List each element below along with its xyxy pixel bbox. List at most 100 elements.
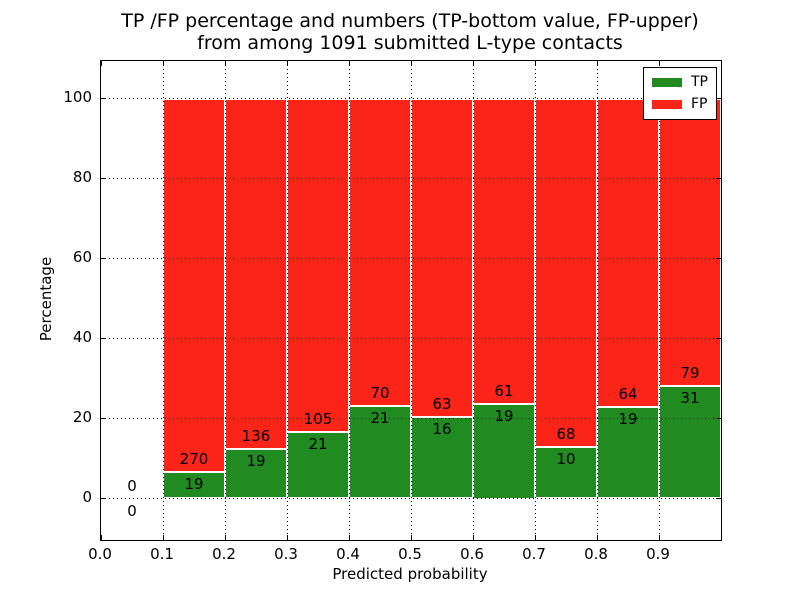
fp-count-label: 0 [127,476,137,495]
fp-count-label: 68 [556,425,576,444]
y-tick-left [101,178,106,179]
x-gridline [348,61,350,540]
x-tick-top [224,61,226,66]
x-tick-bottom [596,535,598,540]
tp-legend-swatch [652,78,682,87]
plot-area: TP FP 0 0 270 19 136 19 105 21 70 21 63 16 61 19 68 10 6… [100,60,722,541]
fp-bar-segment [163,98,225,473]
fp-count-label: 61 [494,381,514,400]
fp-bar-segment [411,98,473,418]
tp-count-label: 19 [494,406,514,425]
fp-bar-segment [535,98,597,448]
y-tick-right [716,178,721,179]
tp-bar-segment [163,472,225,499]
x-tick-label: 0.2 [212,545,236,563]
x-tick-bottom [286,535,288,540]
x-gridline [596,61,598,540]
x-gridline [286,61,288,540]
x-gridline [410,61,412,540]
tp-count-label: 31 [680,388,700,407]
fp-count-label: 70 [370,384,390,403]
tp-count-label: 10 [556,450,576,469]
chart-title-line1: TP /FP percentage and numbers (TP-bottom… [121,10,699,32]
x-tick-label: 0.7 [522,545,546,563]
fp-bar-segment [597,98,659,407]
x-tick-label: 0.5 [398,545,422,563]
x-tick-label: 0.6 [460,545,484,563]
tp-count-label: 21 [370,409,390,428]
tp-legend-label: TP [691,74,708,90]
tp-count-label: 19 [184,475,204,494]
y-tick-label: 80 [72,167,92,186]
x-tick-bottom [410,535,412,540]
y-tick-right [716,418,721,419]
tp-count-label: 16 [432,420,452,439]
tp-bar-segment [225,449,287,499]
x-tick-label: 0.0 [88,545,112,563]
x-tick-top [286,61,288,66]
tp-bar-segment [597,406,659,499]
y-tick-left [101,418,106,419]
x-tick-bottom [472,535,474,540]
fp-bar-segment [287,98,349,432]
chart-title-line2: from among 1091 submitted L-type contact… [197,32,623,54]
x-tick-label: 0.8 [584,545,608,563]
fp-count-label: 64 [618,384,638,403]
fp-count-label: 136 [241,427,271,446]
tp-bar-segment [659,385,721,499]
fp-legend-label: FP [691,96,708,112]
fp-bar-segment [349,98,411,407]
y-tick-right [716,338,721,339]
x-gridline [534,61,536,540]
x-tick-bottom [658,535,660,540]
y-tick-label: 20 [72,407,92,426]
y-tick-left [101,338,106,339]
x-tick-top [472,61,474,66]
y-tick-right [716,258,721,259]
fp-legend-swatch [652,100,682,109]
fp-count-label: 79 [680,363,700,382]
x-gridline [224,61,226,540]
y-tick-left [101,98,106,99]
x-tick-top [348,61,350,66]
tp-bar-segment [535,447,597,499]
x-gridline [162,61,164,540]
tp-count-label: 19 [246,452,266,471]
x-tick-top [596,61,598,66]
y-tick-right [716,498,721,499]
x-tick-bottom [100,535,102,540]
x-gridline [658,61,660,540]
tp-bar-segment [287,431,349,499]
y-tick-label: 60 [72,247,92,266]
x-tick-label: 0.1 [150,545,174,563]
x-tick-bottom [224,535,226,540]
x-tick-top [162,61,164,66]
y-tick-right [716,98,721,99]
x-tick-label: 0.4 [336,545,360,563]
x-gridline [472,61,474,540]
tp-count-label: 19 [618,409,638,428]
tp-count-label: 21 [308,434,328,453]
fp-count-label: 105 [303,409,333,428]
fp-bar-segment [225,98,287,450]
tp-bar-segment [411,417,473,499]
tp-bar-segment [473,403,535,499]
y-tick-label: 40 [72,327,92,346]
y-tick-label: 100 [63,87,92,106]
fp-count-label: 63 [432,395,452,414]
tp-count-label: 0 [127,501,137,520]
fp-count-label: 270 [179,450,209,469]
chart-title: TP /FP percentage and numbers (TP-bottom… [100,10,720,54]
x-tick-label: 0.9 [646,545,670,563]
legend-item-fp: FP [652,97,708,112]
x-tick-label: 0.3 [274,545,298,563]
x-tick-top [410,61,412,66]
x-tick-top [100,61,102,66]
y-tick-left [101,498,106,499]
legend-item-tp: TP [652,75,708,90]
x-tick-top [658,61,660,66]
fp-bar-segment [659,98,721,386]
y-tick-label: 0 [82,487,92,506]
x-axis-label: Predicted probability [332,565,488,583]
